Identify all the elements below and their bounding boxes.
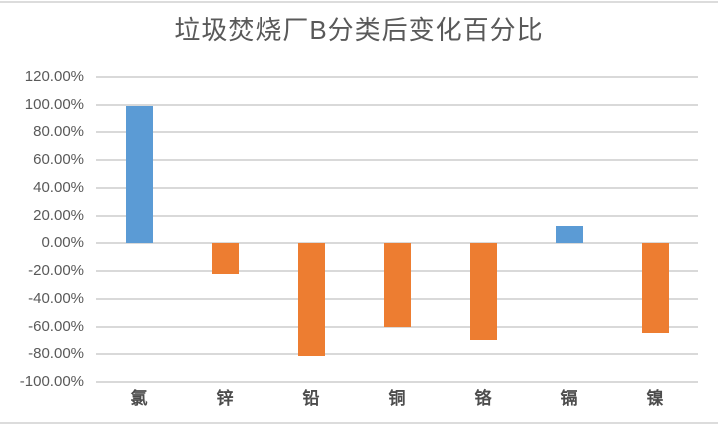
- y-tick-label: -60.00%: [28, 317, 84, 335]
- y-axis: 120.00% 100.00% 80.00% 60.00% 40.00% 20.00% 0.…: [0, 68, 84, 390]
- x-category-label: 锌: [216, 389, 234, 408]
- gridline: [96, 76, 698, 78]
- x-axis: 氯锌铅铜铬镉镍: [96, 388, 698, 412]
- x-category-label: 铬: [474, 389, 492, 408]
- gridline: [96, 159, 698, 162]
- chart-frame-bottom-border: [0, 422, 718, 424]
- plot-area: [96, 76, 698, 383]
- x-category-label: 镉: [560, 389, 578, 408]
- chart-bar-镍: [641, 243, 669, 333]
- y-tick-label: 100.00%: [24, 95, 84, 113]
- gridline: [96, 353, 698, 356]
- gridline: [96, 186, 698, 189]
- y-tick-label: 40.00%: [33, 178, 84, 196]
- y-tick-label: 120.00%: [24, 68, 84, 85]
- chart-bar-铅: [297, 243, 325, 357]
- gridline: [96, 131, 698, 134]
- y-tick-label: -40.00%: [28, 289, 84, 307]
- chart-bar-铬: [469, 243, 497, 341]
- chart-bar-铜: [383, 243, 411, 328]
- x-category-label: 铜: [388, 389, 406, 408]
- y-tick-label: -100.00%: [19, 373, 84, 390]
- x-category-label: 镍: [646, 389, 664, 408]
- gridline: [96, 214, 698, 217]
- y-tick-label: 20.00%: [33, 206, 84, 224]
- chart-frame-top-border: [0, 1, 718, 3]
- gridline: [96, 103, 698, 106]
- chart-title: 垃圾焚烧厂B分类后变化百分比: [174, 15, 544, 45]
- y-tick-label: -80.00%: [28, 345, 84, 363]
- chart-bar-锌: [211, 243, 239, 275]
- gridline: [96, 381, 698, 383]
- y-tick-label: -20.00%: [28, 262, 84, 280]
- chart-bar-镉: [555, 226, 583, 244]
- x-category-label: 铅: [302, 389, 320, 408]
- y-tick-label: 60.00%: [33, 151, 84, 169]
- x-category-label: 氯: [130, 389, 148, 408]
- chart-bar-氯: [125, 105, 153, 244]
- y-tick-label: 0.00%: [41, 234, 84, 252]
- y-tick-label: 80.00%: [33, 123, 84, 141]
